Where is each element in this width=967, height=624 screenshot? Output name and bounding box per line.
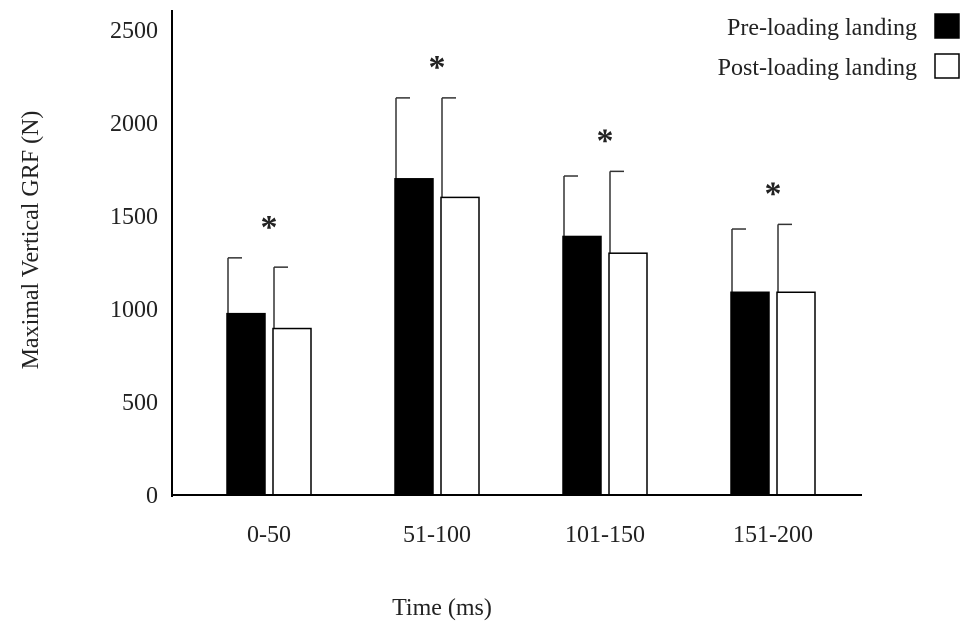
x-tick-label: 0-50 [247,522,291,548]
significance-star: * [261,209,278,246]
x-tick-label: 51-100 [403,522,471,548]
significance-star: * [429,49,446,86]
bar-pre-51-100 [394,178,434,496]
bar-pre-101-150 [562,235,602,496]
y-axis: 0 500 1000 1500 2000 2500 [110,10,173,509]
bar-pre-151-200 [730,291,770,496]
legend: Pre-loading landing Post-loading landing [718,13,960,81]
y-tick-label: 2000 [110,111,158,137]
significance-star: * [765,175,782,212]
y-tick-label: 1000 [110,297,158,323]
y-tick-label: 500 [122,390,158,416]
bar-post-0-50 [272,327,312,496]
bar-post-101-150 [608,252,648,496]
y-axis-title: Maximal Vertical GRF (N) [18,111,44,370]
y-tick-label: 0 [146,483,158,509]
bar-post-51-100 [440,196,480,496]
y-tick-label: 2500 [110,18,158,44]
significance-star: * [597,122,614,159]
legend-label-post-loading: Post-loading landing [718,55,917,81]
plot-area: * * * * [226,49,816,496]
legend-label-pre-loading: Pre-loading landing [727,15,917,41]
x-tick-label: 151-200 [733,522,813,548]
x-axis: 0-50 51-100 101-150 151-200 [171,494,862,548]
x-axis-title: Time (ms) [392,595,492,621]
legend-swatch-post-loading [934,53,960,79]
bar-post-151-200 [776,291,816,496]
legend-swatch-pre-loading [934,13,960,39]
y-tick-label: 1500 [110,204,158,230]
bar-pre-0-50 [226,312,266,496]
x-tick-label: 101-150 [565,522,645,548]
